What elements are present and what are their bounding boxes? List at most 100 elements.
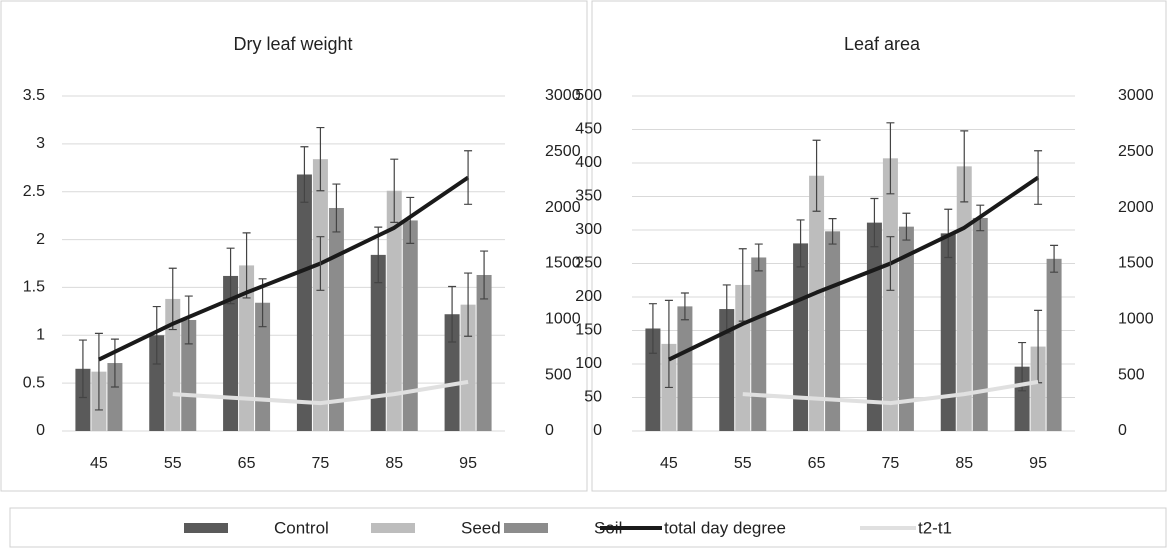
- bar: [328, 207, 344, 431]
- error-bar: [390, 158, 399, 223]
- y2-tick-label: 0: [545, 422, 554, 439]
- legend-label: Seed: [461, 518, 501, 537]
- bar: [296, 174, 312, 431]
- error-bar: [168, 267, 177, 331]
- y2-tick-label: 3000: [545, 87, 581, 104]
- error-bar: [226, 247, 235, 305]
- error-bar: [648, 303, 657, 354]
- bar: [75, 368, 91, 431]
- y2-tick-label: 1500: [1118, 255, 1154, 272]
- error-bar: [902, 212, 911, 241]
- y-tick-label: 1.5: [23, 279, 45, 296]
- line: [668, 175, 1040, 362]
- error-bar: [1034, 150, 1043, 205]
- error-bar: [316, 126, 325, 192]
- x-tick-label: 75: [312, 455, 330, 472]
- error-bar: [664, 299, 673, 389]
- line: [742, 379, 1039, 406]
- bar: [825, 231, 841, 431]
- panel-border: [591, 0, 1167, 492]
- error-bar: [480, 250, 489, 300]
- error-bar: [812, 139, 821, 212]
- error-bar: [828, 218, 837, 245]
- bar: [866, 222, 882, 431]
- bar: [645, 328, 661, 431]
- legend-label: Control: [274, 518, 329, 537]
- chart-title: Leaf area: [844, 34, 921, 54]
- bar: [386, 190, 402, 431]
- y-tick-label: 150: [575, 322, 602, 339]
- error-bar: [332, 183, 341, 233]
- bar: [181, 319, 197, 431]
- x-tick-label: 95: [1029, 455, 1047, 472]
- error-bar: [184, 295, 193, 345]
- y-tick-label: 1: [36, 327, 45, 344]
- legend-border: [9, 507, 1167, 548]
- bar: [677, 306, 693, 431]
- panel-border: [0, 0, 588, 492]
- error-bar: [886, 236, 895, 291]
- x-tick-label: 55: [164, 455, 182, 472]
- bar: [898, 226, 914, 431]
- y-tick-label: 200: [575, 288, 602, 305]
- x-tick-label: 45: [660, 455, 678, 472]
- x-tick-label: 55: [734, 455, 752, 472]
- line: [172, 379, 469, 406]
- bar: [312, 159, 328, 431]
- bar: [882, 158, 898, 431]
- y-tick-label: 250: [575, 255, 602, 272]
- legend-swatch: [504, 523, 548, 533]
- x-tick-label: 85: [955, 455, 973, 472]
- bar: [239, 265, 255, 431]
- line: [98, 175, 470, 362]
- y2-tick-label: 0: [1118, 422, 1127, 439]
- y-tick-label: 450: [575, 121, 602, 138]
- bar: [402, 220, 418, 431]
- x-tick-label: 95: [459, 455, 477, 472]
- bar: [940, 233, 956, 431]
- x-tick-label: 75: [882, 455, 900, 472]
- y2-tick-label: 2500: [1118, 143, 1154, 160]
- legend-label: total day degree: [664, 518, 786, 537]
- error-bar: [754, 243, 763, 272]
- bar: [719, 309, 735, 431]
- y2-tick-label: 1500: [545, 255, 581, 272]
- x-tick-label: 85: [385, 455, 403, 472]
- y2-tick-label: 1000: [1118, 311, 1154, 328]
- legend-swatch: [184, 523, 228, 533]
- error-bar: [448, 285, 457, 343]
- legend-swatch: [371, 523, 415, 533]
- y-tick-label: 2.5: [23, 183, 45, 200]
- y2-tick-label: 2000: [545, 199, 581, 216]
- y2-tick-label: 1000: [545, 311, 581, 328]
- bar: [751, 257, 767, 431]
- error-bar: [1050, 244, 1059, 273]
- y-tick-label: 100: [575, 355, 602, 372]
- y-tick-label: 0.5: [23, 374, 45, 391]
- y-tick-label: 500: [575, 87, 602, 104]
- bar: [972, 217, 988, 431]
- y2-tick-label: 500: [1118, 366, 1145, 383]
- y-tick-label: 50: [584, 389, 602, 406]
- error-bar: [680, 292, 689, 321]
- error-bar: [796, 219, 805, 268]
- error-bar: [886, 122, 895, 195]
- y2-tick-label: 2000: [1118, 199, 1154, 216]
- error-bar: [464, 272, 473, 337]
- bar: [444, 314, 460, 431]
- x-tick-label: 65: [238, 455, 256, 472]
- chart-title: Dry leaf weight: [233, 34, 352, 54]
- bar: [809, 175, 825, 431]
- bar: [956, 166, 972, 431]
- error-bar: [316, 236, 325, 291]
- x-tick-label: 65: [808, 455, 826, 472]
- y2-tick-label: 3000: [1118, 87, 1154, 104]
- bar: [149, 335, 165, 431]
- bar: [1046, 258, 1062, 431]
- error-bar: [960, 130, 969, 203]
- bar: [370, 254, 386, 431]
- y-tick-label: 0: [36, 422, 45, 439]
- y-tick-label: 3: [36, 135, 45, 152]
- y-tick-label: 0: [593, 422, 602, 439]
